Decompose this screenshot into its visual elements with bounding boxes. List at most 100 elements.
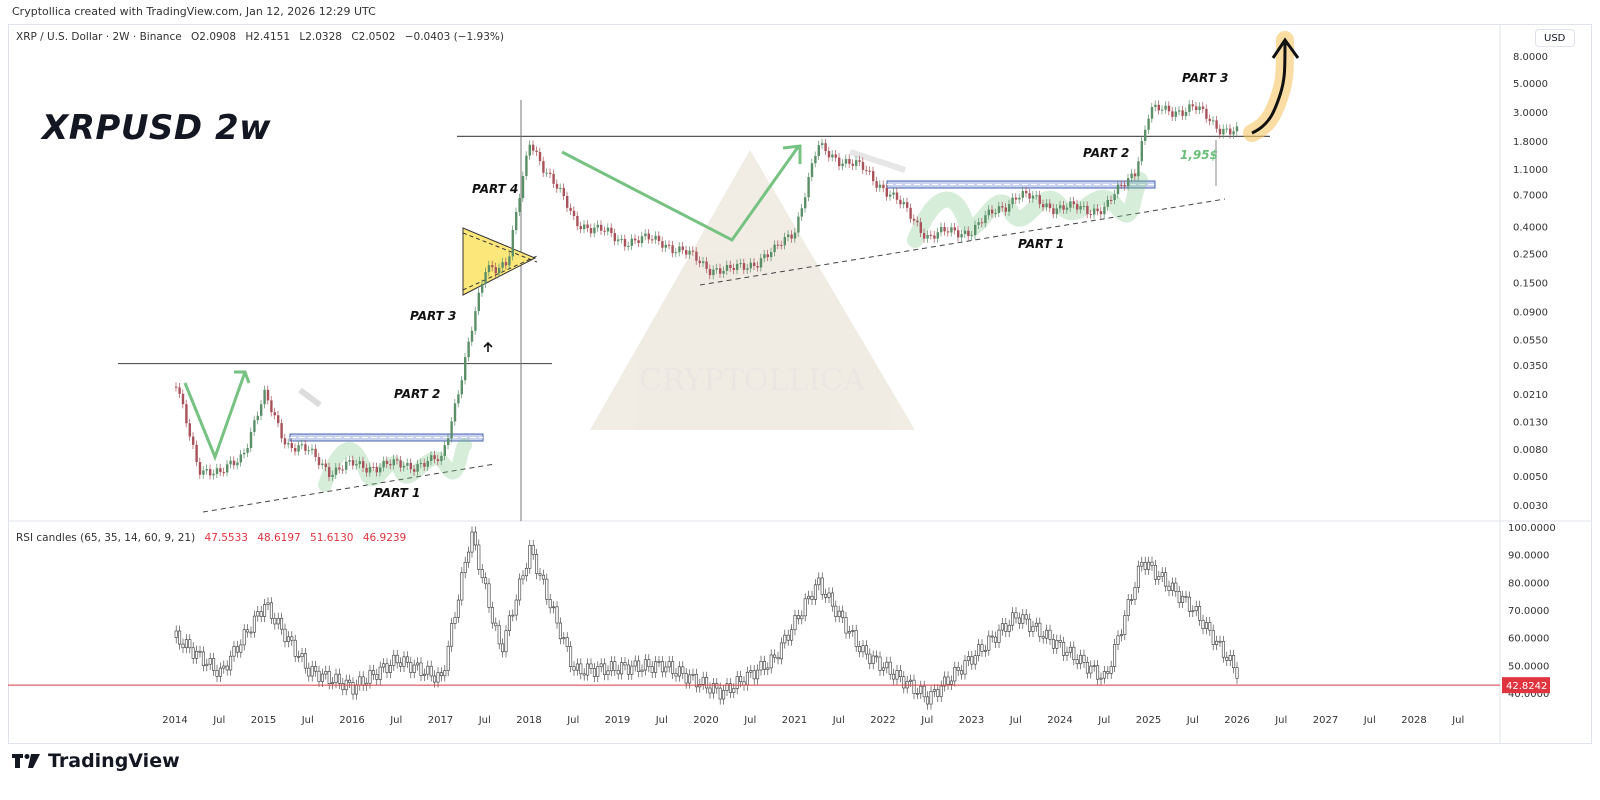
projection-arrow-icon [1251, 41, 1287, 135]
rsi-current-badge [1502, 677, 1550, 694]
symbol-legend: XRP / U.S. Dollar · 2W · Binance O2.0908… [16, 31, 510, 43]
time-tick: 2023 [959, 715, 984, 726]
brand-name: TradingView [48, 750, 180, 772]
time-tick: 2026 [1224, 715, 1249, 726]
rsi-value-3: 51.6130 [310, 532, 354, 544]
rsi-label: RSI candles (65, 35, 14, 60, 9, 21) [16, 532, 196, 544]
support-trendline-1 [202, 463, 496, 513]
time-tick: Jul [920, 715, 933, 726]
watermark-logo: CRYPTOLLICA [590, 150, 915, 430]
price-tick: 0.0350 [1513, 361, 1548, 372]
price-tick: 0.2500 [1513, 249, 1548, 260]
up-arrow-icon [483, 341, 493, 352]
time-tick: 2019 [605, 715, 630, 726]
wave-highlight-1 [318, 438, 472, 492]
time-tick: Jul [743, 715, 756, 726]
tradingview-logo-icon [12, 754, 40, 768]
gray-arrow-1 [298, 387, 322, 408]
symbol-name: XRP / U.S. Dollar · 2W · Binance [16, 31, 182, 43]
time-tick: 2028 [1401, 715, 1426, 726]
time-tick: Jul [1097, 715, 1110, 726]
time-tick: 2014 [162, 715, 187, 726]
time-tick: Jul [1009, 715, 1022, 726]
price-tick: 3.0000 [1513, 108, 1548, 119]
ohlc-change: −0.0403 (−1.93%) [404, 31, 504, 43]
time-tick: 2015 [251, 715, 276, 726]
support-trendline-2 [699, 198, 1226, 286]
rsi-tick: 90.0000 [1508, 551, 1549, 562]
time-tick: 2027 [1313, 715, 1338, 726]
price-candles [175, 99, 1239, 482]
ohlc-open: O2.0908 [191, 31, 237, 43]
wave-highlight-2 [907, 172, 1148, 248]
svg-text:CRYPTOLLICA: CRYPTOLLICA [639, 363, 865, 398]
rsi-tick: 70.0000 [1508, 606, 1549, 617]
part-label-2: PART 2 [394, 387, 440, 401]
v-arrow-1 [183, 371, 247, 462]
part-label-1: PART 1 [374, 486, 420, 500]
tradingview-brand[interactable]: TradingView [12, 750, 180, 772]
time-tick: 2017 [428, 715, 453, 726]
price-tick: 1.1000 [1513, 165, 1548, 176]
price-tick: 0.0130 [1513, 418, 1548, 429]
price-tick: 8.0000 [1513, 52, 1548, 63]
rsi-value-1: 47.5533 [204, 532, 248, 544]
price-level-label: 1,95$ [1180, 148, 1218, 162]
time-tick: 2016 [339, 715, 364, 726]
part-label-3: PART 3 [410, 309, 456, 323]
part-label-7: PART 3 [1182, 71, 1228, 85]
price-tick: 0.0030 [1513, 501, 1548, 512]
rsi-tick: 50.0000 [1508, 661, 1549, 672]
rsi-candles [174, 526, 1239, 710]
time-tick: Jul [1186, 715, 1199, 726]
price-tick: 0.0050 [1513, 472, 1548, 483]
ohlc-high: H2.4151 [245, 31, 291, 43]
price-tick: 0.0210 [1513, 390, 1548, 401]
rsi-tick: 60.0000 [1508, 634, 1549, 645]
chart-credit: Cryptollica created with TradingView.com… [12, 5, 376, 18]
time-tick: Jul [655, 715, 668, 726]
price-tick: 1.8000 [1513, 137, 1548, 148]
part-label-6: PART 2 [1083, 146, 1129, 160]
part-label-5: PART 1 [1018, 237, 1064, 251]
rsi-current-value: 42.8242 [1506, 681, 1547, 692]
chart-frame [8, 24, 1592, 744]
time-tick: Jul [389, 715, 402, 726]
time-tick: Jul [1451, 715, 1464, 726]
ohlc-close: C2.0502 [351, 31, 396, 43]
time-tick: Jul [212, 715, 225, 726]
time-tick: Jul [1274, 715, 1287, 726]
price-tick: 0.1500 [1513, 278, 1548, 289]
time-tick: Jul [1363, 715, 1376, 726]
time-tick: 2024 [1047, 715, 1072, 726]
time-tick: 2022 [870, 715, 895, 726]
price-tick: 0.0080 [1513, 445, 1548, 456]
price-tick: 0.0550 [1513, 335, 1548, 346]
time-tick: 2025 [1136, 715, 1161, 726]
part-label-4: PART 4 [472, 182, 518, 196]
time-tick: Jul [566, 715, 579, 726]
v-arrow-2 [561, 146, 800, 242]
chart-title-annotation: XRPUSD 2w [42, 108, 272, 148]
pennant-triangle [462, 227, 537, 296]
currency-button[interactable]: USD [1535, 29, 1575, 47]
time-tick: 2021 [782, 715, 807, 726]
price-tick: 0.4000 [1513, 223, 1548, 234]
rsi-tick: 80.0000 [1508, 578, 1549, 589]
rsi-value-4: 46.9239 [362, 532, 407, 544]
time-tick: Jul [301, 715, 314, 726]
ohlc-low: L2.0328 [299, 31, 342, 43]
rsi-tick: 100.0000 [1508, 523, 1556, 534]
time-tick: Jul [478, 715, 491, 726]
time-tick: 2018 [516, 715, 541, 726]
price-tick: 0.0900 [1513, 307, 1548, 318]
price-tick: 5.0000 [1513, 79, 1548, 90]
gray-arrow-2 [849, 149, 906, 173]
price-tick: 0.7000 [1513, 191, 1548, 202]
time-tick: Jul [832, 715, 845, 726]
time-tick: 2020 [693, 715, 718, 726]
rsi-value-2: 48.6197 [257, 532, 301, 544]
rsi-tick: 40.0000 [1508, 689, 1549, 700]
rsi-legend: RSI candles (65, 35, 14, 60, 9, 21) 47.5… [16, 532, 406, 544]
